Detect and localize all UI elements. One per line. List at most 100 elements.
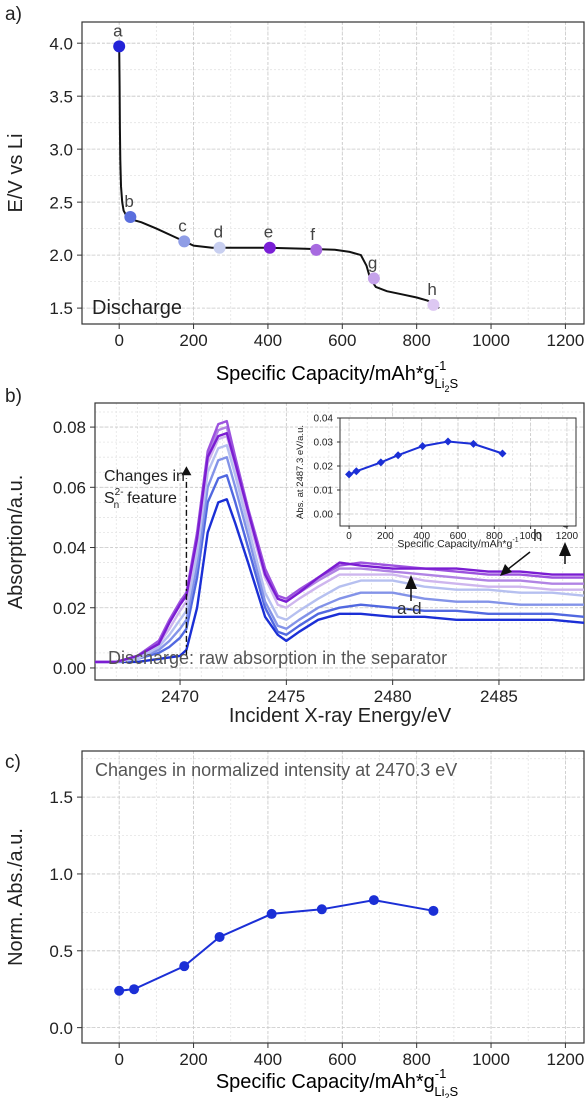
panel-a-x-axis-label: Specific Capacity/mAh*g-1 Li2S xyxy=(216,358,459,394)
label-h: h xyxy=(533,526,542,545)
sn-feature-sub: n xyxy=(114,500,120,511)
x-tick-label: 0 xyxy=(114,331,123,350)
spectrum-7 xyxy=(95,419,584,664)
y-tick-label: 1.5 xyxy=(49,788,73,807)
state-point-label-h: h xyxy=(427,280,436,299)
panel-a-x-axis-label-sub2: 2 xyxy=(444,384,449,394)
panel-a-points: a b c d e f g h xyxy=(113,21,440,311)
x-tick-label: 400 xyxy=(413,531,430,542)
normalized-intensity-line xyxy=(119,899,434,992)
panel-c-title: Changes in normalized intensity at 2470.… xyxy=(95,760,457,780)
panel-c-x-ticks: 0 200 400 600 800 1000 1200 xyxy=(114,1043,584,1069)
y-tick-label: 1.5 xyxy=(49,299,73,318)
panel-b-frame xyxy=(94,402,585,681)
spectrum-8 xyxy=(95,431,584,664)
spectrum-3 xyxy=(95,456,584,664)
changes-in-label: Changes in xyxy=(104,468,185,485)
inset-y-ticks: 0.00 0.01 0.02 0.03 0.04 xyxy=(314,414,340,521)
eg-arrow-icon xyxy=(559,542,571,556)
sn-feature-text: feature xyxy=(127,490,177,507)
state-point-label-c: c xyxy=(178,216,187,235)
spectrum-1 xyxy=(95,498,585,664)
state-point-label-g: g xyxy=(368,253,377,272)
y-tick-label: 2.5 xyxy=(49,193,73,212)
x-tick-label: 2470 xyxy=(161,687,199,706)
x-tick-label: 1000 xyxy=(472,1050,510,1069)
state-point-label-b: b xyxy=(124,192,133,211)
normalized-point xyxy=(428,905,439,916)
y-tick-label: 2.0 xyxy=(49,246,73,265)
inset-point xyxy=(352,467,361,476)
inset-point xyxy=(469,439,478,448)
panel-c-x-axis-label-main: Specific Capacity/mAh*g xyxy=(216,1071,435,1093)
sn-feature-arrow-icon xyxy=(181,466,192,476)
state-point-f xyxy=(310,243,323,256)
panel-a-x-ticks: 0 200 400 600 800 1000 1200 xyxy=(114,324,584,350)
x-tick-label: 200 xyxy=(179,1050,207,1069)
x-tick-label: 400 xyxy=(254,1050,282,1069)
inset-y-axis-label: Abs. at 2487.3 eV/a.u. xyxy=(295,425,306,519)
y-tick-label: 0.0 xyxy=(49,1019,73,1038)
x-tick-label: 600 xyxy=(328,331,356,350)
inset-x-axis-label: Specific Capacity/mAh*g-1 xyxy=(397,537,518,550)
x-tick-label: 1200 xyxy=(556,531,579,542)
panel-c-x-axis-label: Specific Capacity/mAh*g-1 Li2S xyxy=(216,1066,459,1098)
normalized-point xyxy=(368,895,379,906)
inset-x-axis-label-main: Specific Capacity/mAh*g xyxy=(397,538,512,550)
panel-a-x-axis-label-sub: Li xyxy=(434,376,444,391)
inset-points xyxy=(345,437,507,479)
spectrum-2 xyxy=(95,474,585,664)
panel-c-grid xyxy=(82,751,584,1043)
x-tick-label: 1200 xyxy=(546,1050,584,1069)
normalized-point xyxy=(214,931,225,942)
inset-line xyxy=(348,440,503,476)
h-arrow-line xyxy=(506,551,531,571)
ad-arrow-icon xyxy=(405,575,417,589)
sn-feature-s: S xyxy=(104,490,115,507)
panel-c-y-ticks: 0.0 0.5 1.0 1.5 xyxy=(49,788,82,1038)
panel-b-x-axis-label: Incident X-ray Energy/eV xyxy=(229,705,452,727)
y-tick-label: 0.02 xyxy=(314,462,334,473)
x-tick-label: 400 xyxy=(254,331,282,350)
panel-c: c) 0 200 400 600 800 1000 1200 0.0 0.5 1.0 1.5 Ch… xyxy=(5,750,585,1098)
inset-point xyxy=(376,458,385,467)
state-point-label-a: a xyxy=(113,21,123,40)
spectrum-5 xyxy=(95,434,584,664)
panel-b: b) 2470 2475 2480 2485 0.00 0.02 0.04 0.06 0.08… xyxy=(5,386,585,727)
inset-point xyxy=(444,437,453,446)
x-tick-label: 200 xyxy=(377,531,394,542)
panel-b-spectra xyxy=(95,419,585,664)
discharge-curve xyxy=(118,46,440,309)
state-point-b xyxy=(124,210,137,223)
panel-b-label: b) xyxy=(5,386,22,407)
sn-feature-label: S2- n feature xyxy=(104,487,177,511)
state-point-d xyxy=(213,241,226,254)
x-tick-label: 2475 xyxy=(267,687,305,706)
state-point-h xyxy=(427,298,440,311)
normalized-point xyxy=(129,984,140,995)
normalized-point xyxy=(316,904,327,915)
x-tick-label: 800 xyxy=(402,331,430,350)
normalized-point xyxy=(179,961,190,972)
inset-point xyxy=(498,449,507,458)
panel-c-frame xyxy=(81,750,585,1044)
x-tick-label: 600 xyxy=(450,531,467,542)
panel-c-x-axis-label-sub3: S xyxy=(450,1084,459,1098)
inset-x-axis-label-sup: -1 xyxy=(512,537,518,544)
panel-b-y-axis-label: Absorption/a.u. xyxy=(5,475,27,610)
state-point-g xyxy=(367,272,380,285)
normalized-point xyxy=(266,908,277,919)
x-tick-label: 200 xyxy=(179,331,207,350)
inset-point xyxy=(345,470,354,479)
y-tick-label: 4.0 xyxy=(49,34,73,53)
panel-a-x-axis-label-main: Specific Capacity/mAh*g xyxy=(216,363,435,385)
sn-feature-sup: 2- xyxy=(115,487,124,498)
x-tick-label: 0 xyxy=(114,1050,123,1069)
normalized-point xyxy=(114,985,125,996)
label-a-d: a-d xyxy=(397,599,422,618)
panel-b-y-ticks: 0.00 0.02 0.04 0.06 0.08 xyxy=(53,418,95,678)
panel-a-y-axis-label: E/V vs Li xyxy=(5,134,27,213)
x-tick-label: 1000 xyxy=(519,531,542,542)
panel-c-y-axis-label: Norm. Abs./a.u. xyxy=(5,828,27,966)
